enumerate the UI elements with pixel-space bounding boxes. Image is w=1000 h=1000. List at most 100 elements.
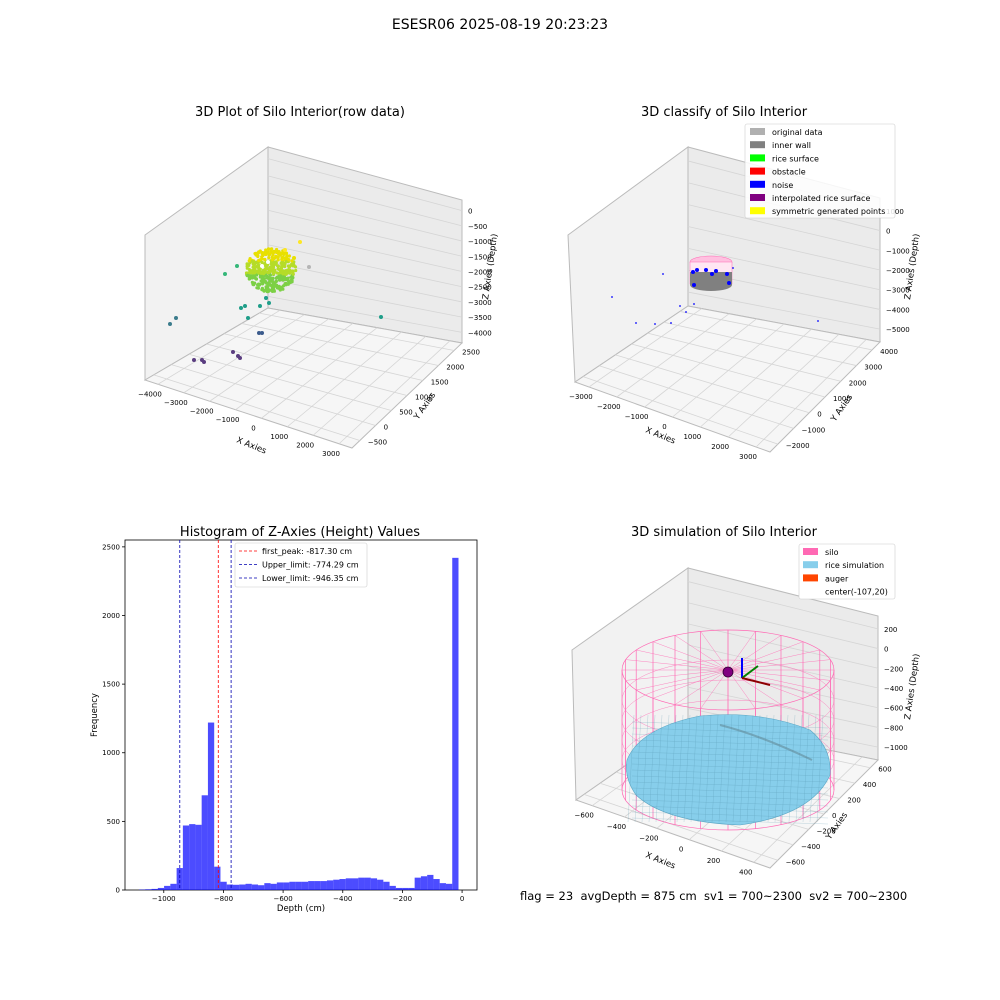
data-point	[256, 254, 260, 258]
gridline	[267, 192, 463, 242]
data-point	[288, 271, 292, 275]
data-point	[283, 248, 287, 252]
data-point	[270, 255, 274, 259]
histogram-bar	[320, 881, 327, 890]
gridline	[687, 247, 881, 291]
noise-point	[611, 296, 613, 298]
histogram-bar	[226, 884, 233, 890]
data-point	[275, 247, 279, 252]
x-tick-label: 0	[662, 423, 666, 431]
noise-point	[732, 267, 734, 269]
silo-roof-line	[700, 631, 729, 671]
data-point	[278, 288, 282, 292]
gridline	[687, 581, 879, 630]
data-point	[276, 255, 280, 259]
data-point	[268, 288, 272, 292]
chart-title: Histogram of Z-Axies (Height) Values	[180, 525, 420, 540]
histogram-bar	[395, 887, 403, 890]
data-point	[238, 356, 242, 360]
axis-y-arrow	[741, 665, 759, 679]
center-marker	[722, 666, 734, 678]
x-axis-label: X Axies	[235, 436, 268, 457]
data-point	[288, 268, 292, 273]
legend-label: silo	[825, 548, 839, 557]
z-tick-label: −2000	[468, 269, 492, 277]
data-point	[265, 290, 269, 294]
y-tick-label: −2000	[786, 442, 810, 450]
histogram-bar	[145, 889, 152, 890]
x-tick-label: −600	[575, 812, 594, 820]
rice-mesh-line	[816, 714, 824, 823]
data-point	[252, 264, 256, 268]
x-tick-label: 3000	[739, 453, 757, 461]
data-point	[274, 280, 278, 284]
rice-mesh	[627, 714, 829, 825]
z-tick-label: −5000	[886, 326, 910, 334]
histogram-bar	[189, 824, 196, 890]
histogram-bar	[420, 876, 428, 890]
z-tick-label: −1000	[468, 238, 492, 246]
noise-point	[654, 323, 656, 325]
gridline	[599, 365, 794, 429]
data-point	[255, 273, 259, 277]
legend-label: noise	[772, 181, 793, 190]
rice-mesh-line	[732, 714, 740, 823]
rice-mesh-line	[767, 714, 775, 823]
legend-label: auger	[825, 574, 849, 583]
silo-roof-line	[674, 669, 729, 705]
rice-mesh-line	[690, 714, 698, 823]
rice-mesh-line	[711, 714, 719, 823]
z-tick-label: −1000	[886, 247, 910, 255]
noise-point	[662, 273, 664, 275]
data-point	[257, 271, 261, 275]
x-tick-label: 0	[251, 424, 255, 432]
y-tick-label: 4000	[880, 348, 898, 356]
rice-mesh-line	[631, 739, 829, 747]
data-point	[260, 288, 264, 292]
y-tick-label: 400	[863, 781, 876, 789]
silo-roof-line	[727, 669, 782, 705]
legend-swatch	[803, 574, 818, 582]
rice-mesh-line	[781, 714, 789, 823]
x-tick-label: −200	[393, 895, 412, 903]
data-point	[267, 301, 271, 305]
data-point	[283, 270, 288, 274]
data-point	[256, 262, 260, 266]
y-tick-label: 2000	[849, 379, 867, 387]
rice-ridge	[719, 724, 813, 761]
chart-title: 3D classify of Silo Interior	[641, 105, 808, 120]
data-point	[291, 276, 295, 280]
z-tick-label: −4000	[468, 329, 492, 337]
z-tick-label: −400	[884, 685, 903, 693]
data-point	[280, 256, 284, 260]
x-tick-label: −1000	[625, 413, 649, 421]
data-point	[379, 315, 383, 319]
x-tick-label: −800	[214, 895, 233, 903]
histogram-bar	[170, 883, 177, 890]
figure-title: ESESR06 2025-08-19 20:23:23	[391, 17, 609, 33]
data-point	[287, 258, 291, 262]
data-point	[282, 261, 286, 265]
y-tick-label: 2000	[446, 364, 464, 372]
legend-label: Lower_limit: -946.35 cm	[262, 574, 359, 583]
z-axis-label: Z Axies (Depth)	[903, 653, 922, 720]
gridline	[267, 158, 463, 211]
histogram-bar	[207, 722, 215, 890]
histogram-bar	[352, 878, 359, 890]
data-point	[274, 254, 278, 258]
x-tick-label: −600	[273, 895, 292, 903]
data-point	[286, 277, 290, 281]
silo-roof-line	[652, 669, 729, 699]
legend-swatch	[750, 167, 765, 175]
raw-data-3d-plot: 3D Plot of Silo Interior(row data) −4000…	[138, 105, 500, 458]
data-point	[254, 251, 258, 255]
histogram-bar	[295, 881, 302, 890]
histogram-bar	[402, 887, 409, 890]
data-point	[243, 304, 247, 308]
gridline	[687, 602, 879, 649]
gridline	[267, 175, 463, 227]
rice-mesh-line	[753, 714, 761, 823]
z-tick-label: 0	[468, 208, 472, 216]
data-point	[307, 265, 311, 269]
data-point	[253, 276, 257, 280]
